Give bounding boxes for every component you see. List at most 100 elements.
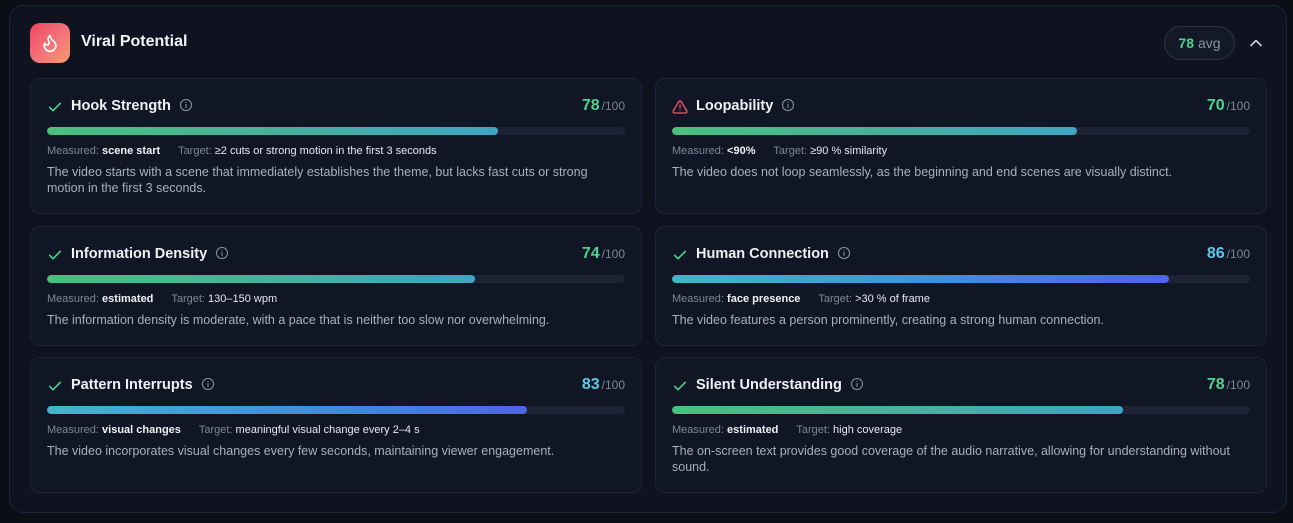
target-value: high coverage [833,424,903,436]
metric-score-value: 86 [1206,245,1225,262]
measured-label: Measured: [672,424,724,436]
target-value: ≥90 % similarity [810,145,888,157]
metric-header: Loopability 70/100 [672,97,1250,117]
metric-meta: Measured: <90% Target: ≥90 % similarity [672,145,887,157]
info-icon[interactable] [215,246,229,260]
metric-card-silent-understanding: Silent Understanding 78/100 Measured: es… [655,357,1267,493]
metric-score-value: 74 [581,245,600,262]
metric-title-text: Hook Strength [71,98,171,114]
info-icon[interactable] [201,377,215,391]
metric-score-max: /100 [601,378,625,392]
info-icon[interactable] [179,98,193,112]
metric-progress-bar [47,275,625,283]
metric-progress-bar [47,406,625,414]
viral-potential-panel: Viral Potential 78 avg Hook Strength 78/… [9,5,1287,513]
measured-label: Measured: [672,293,724,305]
metric-score: 78/100 [582,97,625,115]
measured-value: scene start [102,145,161,157]
target-label: Target: [796,424,830,436]
info-icon[interactable] [781,98,795,112]
metric-description: The video incorporates visual changes ev… [47,444,555,458]
metric-title-text: Pattern Interrupts [71,377,193,393]
measured-value: estimated [727,424,779,436]
metric-title-text: Information Density [71,246,208,262]
warning-icon [672,99,688,115]
average-score-label: avg [1198,35,1221,51]
metric-score: 74/100 [582,245,625,263]
metric-title: Human Connection [696,246,851,262]
measured-label: Measured: [47,424,99,436]
metric-progress-bar [47,127,625,135]
metric-progress-bar [672,275,1250,283]
metric-title: Loopability [696,98,795,114]
metric-progress-fill [47,127,498,135]
check-icon [47,247,63,263]
metric-progress-fill [672,406,1123,414]
average-score-badge: 78 avg [1164,26,1235,60]
metric-score: 86/100 [1207,245,1250,263]
target-value: meaningful visual change every 2–4 s [235,424,420,436]
metric-description: The on-screen text provides good coverag… [672,444,1230,474]
metric-description: The video starts with a scene that immed… [47,165,588,195]
target-label: Target: [818,293,852,305]
metric-card-information-density: Information Density 74/100 Measured: est… [30,226,642,346]
flame-icon [30,23,70,63]
metric-score: 83/100 [582,376,625,394]
check-icon [672,378,688,394]
metric-score-value: 78 [581,97,600,114]
metric-meta: Measured: visual changes Target: meaning… [47,424,420,436]
metric-score: 70/100 [1207,97,1250,115]
chevron-up-icon[interactable] [1246,33,1266,53]
measured-label: Measured: [47,145,99,157]
target-label: Target: [171,293,205,305]
metric-progress-fill [672,127,1077,135]
panel-header: Viral Potential 78 avg [30,23,1266,63]
target-label: Target: [773,145,808,157]
metric-meta: Measured: face presence Target: >30 % of… [672,293,930,305]
measured-label: Measured: [672,145,724,157]
metric-header: Human Connection 86/100 [672,245,1250,265]
metric-progress-fill [47,275,475,283]
metric-score-max: /100 [1226,378,1250,392]
metric-description: The information density is moderate, wit… [47,313,550,327]
target-value: ≥2 cuts or strong motion in the first 3 … [214,145,437,157]
metric-score-max: /100 [1226,99,1250,113]
check-icon [672,247,688,263]
metric-progress-fill [47,406,527,414]
metric-description: The video does not loop seamlessly, as t… [672,165,1173,179]
target-value: 130–150 wpm [208,293,278,305]
metric-title: Information Density [71,246,229,262]
metric-card-pattern-interrupts: Pattern Interrupts 83/100 Measured: visu… [30,357,642,493]
panel-title: Viral Potential [81,33,188,50]
metric-score-max: /100 [601,99,625,113]
metric-score-max: /100 [1226,247,1250,261]
average-score-value: 78 [1178,35,1194,51]
metric-header: Pattern Interrupts 83/100 [47,376,625,396]
metric-title-text: Human Connection [696,246,829,262]
metric-progress-bar [672,127,1250,135]
metric-header: Hook Strength 78/100 [47,97,625,117]
target-label: Target: [178,145,212,157]
check-icon [47,99,63,115]
metric-header: Information Density 74/100 [47,245,625,265]
target-value: >30 % of frame [855,293,930,305]
metric-score: 78/100 [1207,376,1250,394]
metric-progress-bar [672,406,1250,414]
metric-description: The video features a person prominently,… [672,313,1104,327]
metric-meta: Measured: estimated Target: high coverag… [672,424,902,436]
check-icon [47,378,63,394]
measured-value: <90% [727,145,756,157]
metric-score-max: /100 [601,247,625,261]
target-label: Target: [198,424,233,436]
info-icon[interactable] [850,377,864,391]
measured-value: visual changes [102,424,181,436]
metric-title-text: Loopability [696,98,774,114]
metric-score-value: 70 [1206,97,1225,114]
info-icon[interactable] [837,246,851,260]
metric-meta: Measured: estimated Target: 130–150 wpm [47,293,277,305]
metric-score-value: 83 [581,376,600,393]
metric-card-loopability: Loopability 70/100 Measured: <90% Target… [655,78,1267,214]
metric-card-human-connection: Human Connection 86/100 Measured: face p… [655,226,1267,346]
metric-progress-fill [672,275,1170,283]
metric-title: Hook Strength [71,98,193,114]
